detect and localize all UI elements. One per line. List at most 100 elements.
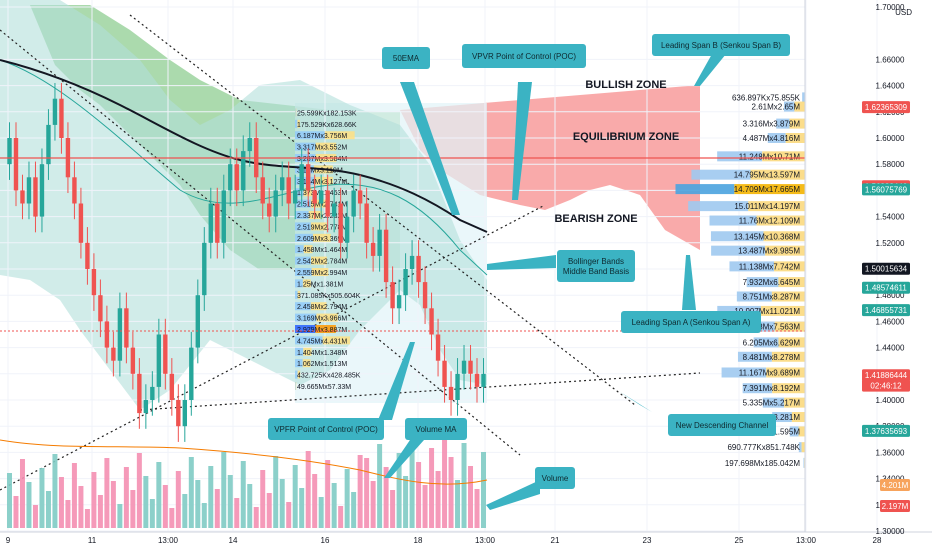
volume-bar <box>221 452 227 528</box>
price-tick-label: 1.70000 <box>876 3 905 12</box>
annotation-callouts: 50EMA VPVR Point of Control (POC) Leading … <box>268 34 790 489</box>
volume-bar <box>156 462 162 528</box>
volume-profile-label: 3.316Mx3.879M <box>743 120 801 129</box>
volume-profile-down-bar <box>778 277 805 288</box>
range-profile-down-bar <box>310 199 327 208</box>
time-tick-label: 18 <box>414 536 423 545</box>
volume-badge <box>880 479 910 491</box>
volume-profile-up-bar <box>721 367 767 378</box>
volume-profile-label: 10.907Mx11.021M <box>734 307 800 316</box>
volume-bar <box>227 475 233 528</box>
candle-body <box>228 164 233 191</box>
annotation-box <box>462 44 586 68</box>
volume-profile-up-bar <box>709 215 757 226</box>
range-profile-up-bar <box>295 324 316 333</box>
time-tick-label: 21 <box>551 536 560 545</box>
volume-bar <box>71 463 77 528</box>
annotation-text: VPVR Point of Control (POC) <box>472 52 576 61</box>
range-profile-down-bar <box>310 222 327 231</box>
volume-bar <box>416 462 422 528</box>
volume-bar <box>299 488 305 528</box>
candle-body <box>351 190 356 217</box>
volume-profile-up-bar <box>776 118 790 129</box>
candle-body <box>117 308 123 361</box>
volume-bar <box>273 456 279 528</box>
volume-bar <box>175 471 181 528</box>
candle-body <box>312 190 317 204</box>
volume-profile-label: 6.205Mx6.629M <box>743 338 801 347</box>
range-profile-label: 432.725Kx428.485K <box>297 373 361 380</box>
candle-body <box>98 295 103 322</box>
candle-body <box>383 229 389 283</box>
candle-body <box>481 373 486 387</box>
volume-badge-text: 2.197M <box>882 502 909 511</box>
annotation-text: Leading Span B (Senkou Span B) <box>661 41 781 50</box>
time-tick-label: 11 <box>88 536 97 545</box>
price-badge <box>862 183 910 196</box>
range-profile-label: 2.458Mx2.794M <box>297 304 347 311</box>
range-profile-up-bar <box>295 211 309 220</box>
price-badge <box>862 424 910 437</box>
annotation-pointers <box>378 54 726 510</box>
range-profile-down-bar <box>322 336 351 345</box>
volume-profile-label: 15.011Mx14.197M <box>734 202 800 211</box>
volume-badge <box>880 500 910 512</box>
volume-bar <box>357 455 363 528</box>
candle-body <box>143 400 149 414</box>
volume-profile-down-bar <box>748 201 805 212</box>
volume-profile-down-bar <box>794 101 805 112</box>
volume-bar <box>344 469 350 528</box>
volume-profile-down-bar <box>765 245 805 256</box>
candle-body <box>169 373 175 400</box>
volume-bar <box>292 465 298 528</box>
volume-bar <box>370 481 376 528</box>
range-profile-up-bar <box>295 381 296 390</box>
volume-profile-up-bar <box>717 305 761 316</box>
zone-label: BULLISH ZONE <box>585 79 666 91</box>
candle-body <box>390 282 395 309</box>
candle-body <box>39 164 45 217</box>
range-profile-label: 49.665Mx57.33M <box>297 384 351 391</box>
volume-profile-up-bar <box>767 133 786 143</box>
volume-bar <box>143 476 149 528</box>
volume-profile-up-bar <box>729 261 775 272</box>
candle-body <box>429 308 434 335</box>
volume-bar <box>97 495 103 528</box>
range-profile-label: 371.085Kx505.604K <box>297 293 361 300</box>
volume-profile-label: 7.298Mx7.563M <box>743 323 801 332</box>
volume-profile-down-bar <box>785 133 805 143</box>
annotation-box <box>668 414 776 436</box>
volume-bar <box>214 489 220 528</box>
volume-profile-up-bar <box>762 397 785 408</box>
annotation-box <box>652 34 790 56</box>
price-tick-label: 1.46000 <box>876 317 905 326</box>
candle-body <box>78 203 84 243</box>
volume-profile-label: 14.795Mx13.597M <box>734 171 801 180</box>
candle-body <box>208 203 213 243</box>
range-profile-up-bar <box>295 176 314 185</box>
volume-bar <box>208 466 214 528</box>
candle-body <box>137 373 142 414</box>
volume-bar <box>234 498 240 528</box>
volume-profile-down-bar <box>772 383 805 394</box>
range-profile-up-bar <box>295 245 304 254</box>
range-profile-label: 3.184Mx3.127M <box>297 179 347 186</box>
candle-body <box>247 138 252 152</box>
candle-body <box>305 164 311 191</box>
price-tick-label: 1.64000 <box>876 82 905 91</box>
volume-profile-down-bar <box>778 337 805 348</box>
candle-body <box>435 334 441 361</box>
price-badge <box>862 101 910 114</box>
volume-bar <box>201 503 207 528</box>
annotation-text: Bollinger Bands <box>568 257 624 266</box>
range-profile-down-bar <box>303 347 312 356</box>
candle-body <box>111 347 116 361</box>
candle-body <box>130 347 136 374</box>
range-profile-label: 1.404Mx1.348M <box>297 350 347 357</box>
volume-bar <box>13 496 19 528</box>
range-profile-label: 3.169Mx3.966M <box>297 316 347 323</box>
currency-label: USD <box>895 8 912 17</box>
candle-body <box>182 400 188 427</box>
